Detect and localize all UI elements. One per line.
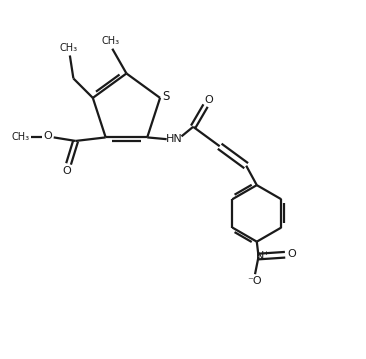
Text: HN: HN [166, 134, 183, 144]
Text: O: O [63, 166, 71, 176]
Text: CH₃: CH₃ [101, 36, 120, 46]
Text: N⁺: N⁺ [256, 251, 270, 261]
Text: O: O [43, 131, 52, 141]
Text: O: O [287, 249, 296, 259]
Text: CH₃: CH₃ [12, 132, 30, 143]
Text: CH₃: CH₃ [59, 43, 77, 53]
Text: S: S [163, 90, 170, 103]
Text: O: O [205, 94, 213, 104]
Text: ⁻O: ⁻O [248, 276, 262, 286]
